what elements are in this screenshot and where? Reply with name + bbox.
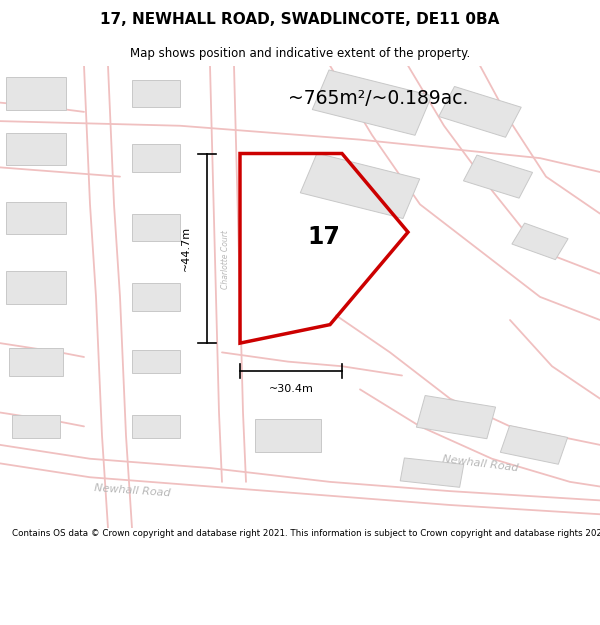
Polygon shape (132, 415, 180, 438)
Polygon shape (132, 214, 180, 241)
Text: Newhall Road: Newhall Road (442, 454, 518, 473)
Polygon shape (6, 77, 66, 109)
Polygon shape (512, 223, 568, 259)
Polygon shape (463, 155, 533, 198)
Text: ~765m²/~0.189ac.: ~765m²/~0.189ac. (288, 89, 468, 107)
Polygon shape (9, 348, 63, 376)
Polygon shape (439, 86, 521, 138)
Polygon shape (12, 415, 60, 438)
Polygon shape (6, 132, 66, 165)
Polygon shape (132, 144, 180, 172)
Polygon shape (6, 202, 66, 234)
Text: Charlotte Court: Charlotte Court (221, 231, 229, 289)
Polygon shape (255, 419, 321, 452)
Text: ~30.4m: ~30.4m (269, 384, 313, 394)
Polygon shape (400, 458, 464, 488)
Polygon shape (312, 70, 432, 135)
Polygon shape (416, 396, 496, 439)
Text: Map shows position and indicative extent of the property.: Map shows position and indicative extent… (130, 48, 470, 60)
Text: 17: 17 (308, 225, 340, 249)
Text: Contains OS data © Crown copyright and database right 2021. This information is : Contains OS data © Crown copyright and d… (12, 529, 600, 538)
Polygon shape (132, 350, 180, 373)
Polygon shape (300, 153, 420, 219)
Text: ~44.7m: ~44.7m (181, 226, 191, 271)
Polygon shape (6, 271, 66, 304)
Polygon shape (500, 426, 568, 464)
Polygon shape (132, 283, 180, 311)
Text: 17, NEWHALL ROAD, SWADLINCOTE, DE11 0BA: 17, NEWHALL ROAD, SWADLINCOTE, DE11 0BA (100, 12, 500, 27)
Polygon shape (132, 79, 180, 107)
Text: Newhall Road: Newhall Road (94, 484, 170, 499)
